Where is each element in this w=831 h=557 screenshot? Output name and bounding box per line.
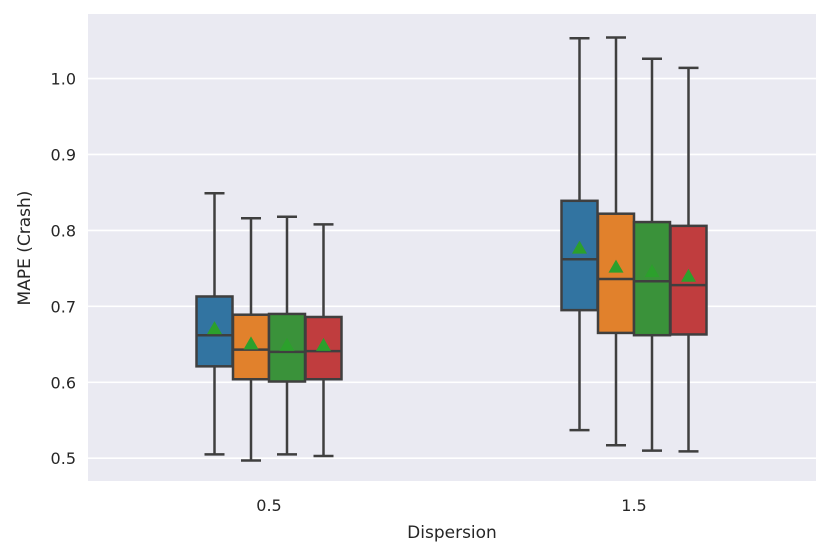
y-tick-labels: 0.5 0.6 0.7 0.8 0.9 1.0 (51, 70, 76, 469)
y-tick-label: 0.9 (51, 145, 76, 164)
y-tick-label: 0.5 (51, 449, 76, 468)
box-group (669, 66, 708, 453)
box-group (267, 215, 307, 456)
y-tick-label: 0.8 (51, 221, 76, 240)
y-tick-label: 0.6 (51, 373, 76, 392)
mean-marker (207, 321, 222, 335)
mean-marker (279, 337, 295, 351)
x-tick-label: 0.5 (256, 496, 281, 515)
box-body (596, 212, 636, 335)
box-group (231, 217, 271, 462)
y-tick-label: 1.0 (51, 70, 76, 89)
mean-marker (681, 268, 696, 282)
mean-marker (608, 259, 624, 273)
box-body (560, 199, 599, 312)
y-axis-title: MAPE (Crash) (15, 191, 35, 306)
mean-marker (644, 264, 660, 278)
y-tick-label: 0.7 (51, 297, 76, 316)
x-tick-label: 1.5 (621, 496, 646, 515)
mean-marker (243, 336, 259, 350)
box-group (560, 37, 599, 432)
mean-marker (316, 337, 331, 351)
box-series (195, 36, 708, 462)
box-group (304, 223, 343, 458)
mean-marker (572, 240, 587, 254)
x-axis-title: Dispersion (407, 523, 497, 543)
box-body (632, 220, 672, 337)
box-body (267, 312, 307, 383)
x-tick-labels: 0.5 1.5 (256, 496, 646, 515)
box-group (596, 36, 636, 447)
